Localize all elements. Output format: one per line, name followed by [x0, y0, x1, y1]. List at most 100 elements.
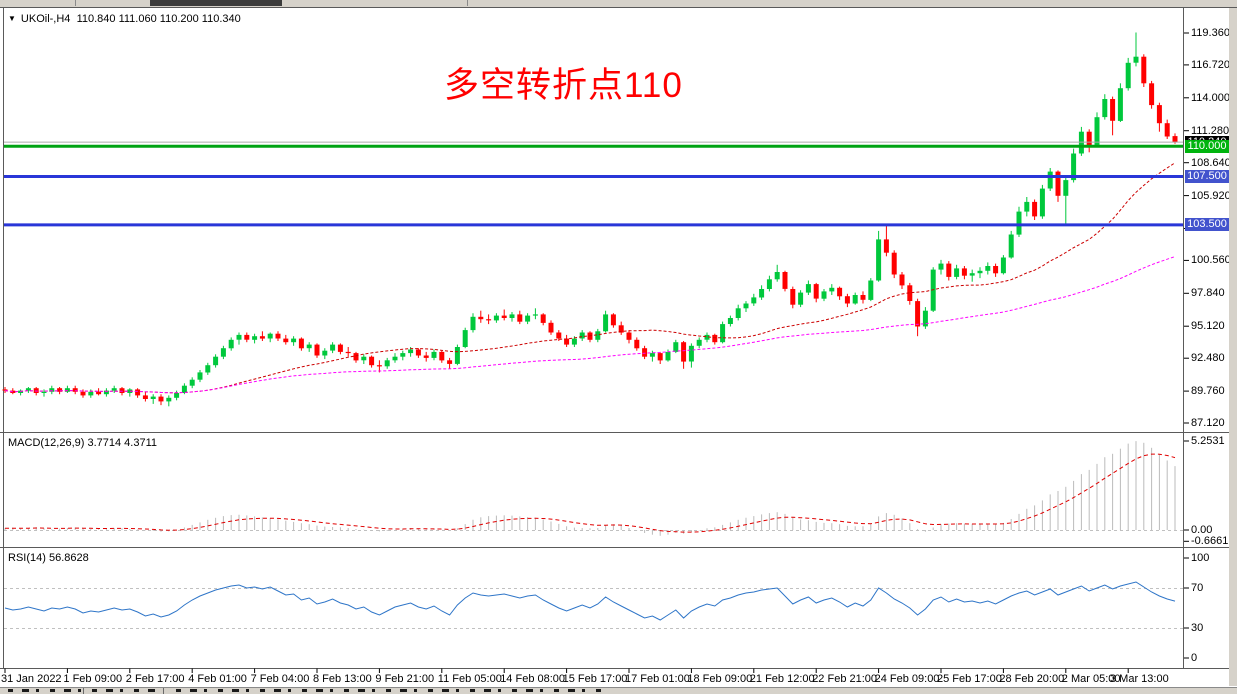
clipped-tab-text — [400, 689, 407, 692]
toolbar-divider — [467, 0, 468, 6]
candle-up — [1024, 201, 1030, 212]
candle-down — [610, 314, 616, 326]
candle-down — [447, 360, 453, 364]
clipped-tab-text — [596, 689, 601, 692]
candle-up — [150, 396, 156, 399]
candle-down — [486, 319, 492, 321]
candle-down — [259, 336, 265, 339]
clipped-tab-text — [442, 689, 449, 692]
tab-separator — [83, 688, 84, 694]
candle-down — [439, 351, 445, 361]
clipped-tab-text — [568, 689, 575, 692]
candle-down — [837, 287, 843, 297]
candle-up — [462, 330, 468, 347]
tab-separator — [163, 688, 164, 694]
clipped-tab-text — [50, 689, 55, 692]
candle-down — [790, 289, 796, 305]
candle-down — [657, 353, 663, 361]
clipped-tab-text — [414, 689, 417, 692]
clipped-tab-text — [484, 689, 491, 692]
candle-up — [735, 308, 741, 318]
candle-up — [868, 280, 874, 300]
candle-down — [642, 348, 648, 357]
candle-up — [579, 332, 585, 339]
candle-up — [532, 314, 538, 316]
clipped-tab-text — [498, 689, 501, 692]
candle-down — [244, 334, 250, 340]
candle-down — [353, 353, 359, 361]
candle-down — [993, 266, 999, 274]
candle-up — [400, 353, 406, 357]
candle-down — [626, 332, 632, 340]
candle-up — [111, 388, 117, 391]
candle-up — [306, 344, 312, 349]
candle-down — [556, 332, 562, 339]
candle-up — [525, 315, 531, 322]
candle-down — [1172, 136, 1178, 143]
clipped-tab-text — [246, 689, 249, 692]
candle-up — [322, 350, 328, 356]
clipped-tab-text — [176, 689, 181, 692]
candle-up — [41, 391, 47, 393]
candle-down — [501, 315, 507, 318]
clipped-tab-text — [512, 689, 517, 692]
candle-up — [189, 379, 195, 386]
candle-up — [1047, 171, 1053, 189]
candle-down — [899, 274, 905, 286]
candle-down — [907, 285, 913, 301]
candle-down — [564, 338, 570, 345]
chart-tab-bar-clipped[interactable] — [0, 687, 1237, 694]
candle-up — [220, 348, 226, 357]
candle-up — [829, 287, 835, 292]
candle-up — [252, 336, 258, 340]
candle-down — [2, 389, 8, 391]
candle-up — [166, 397, 172, 402]
toolbar-dark-segment — [150, 0, 282, 6]
clipped-tab-text — [120, 689, 123, 692]
clipped-tab-text — [8, 689, 13, 692]
candle-up — [805, 284, 811, 293]
candle-up — [954, 268, 960, 277]
candle-up — [205, 365, 211, 373]
clipped-tab-text — [36, 689, 39, 692]
candle-up — [236, 334, 242, 340]
candle-down — [860, 295, 866, 300]
candle-up — [181, 385, 187, 393]
clipped-tab-text — [526, 689, 533, 692]
candle-down — [96, 391, 102, 395]
candle-down — [517, 314, 523, 322]
candle-down — [883, 239, 889, 253]
candle-down — [891, 252, 897, 275]
candle-up — [454, 347, 460, 364]
candle-up — [228, 339, 234, 349]
clipped-tab-text — [204, 689, 207, 692]
candle-up — [509, 314, 515, 318]
candle-down — [283, 338, 289, 343]
candle-down — [813, 284, 819, 299]
candle-up — [922, 310, 928, 327]
candle-up — [704, 334, 710, 340]
clipped-tab-text — [582, 689, 585, 692]
candle-up — [392, 356, 398, 361]
candle-up — [470, 316, 476, 331]
clipped-tab-text — [106, 689, 113, 692]
candle-up — [1125, 62, 1131, 89]
toolbar-divider — [75, 0, 76, 6]
macd-signal-line — [4, 453, 1176, 533]
candle-down — [376, 365, 382, 367]
candle-up — [384, 360, 390, 367]
candle-up — [852, 295, 858, 304]
candle-up — [88, 391, 94, 396]
candle-up — [876, 239, 882, 281]
candle-down — [275, 333, 281, 339]
candle-up — [821, 291, 827, 299]
candle-down — [337, 344, 343, 352]
candle-up — [330, 344, 336, 351]
candle-up — [431, 351, 437, 358]
candle-up — [571, 338, 577, 345]
clipped-tab-text — [344, 689, 349, 692]
candle-up — [1117, 88, 1123, 121]
candle-down — [1086, 131, 1092, 145]
clipped-tab-text — [134, 689, 139, 692]
